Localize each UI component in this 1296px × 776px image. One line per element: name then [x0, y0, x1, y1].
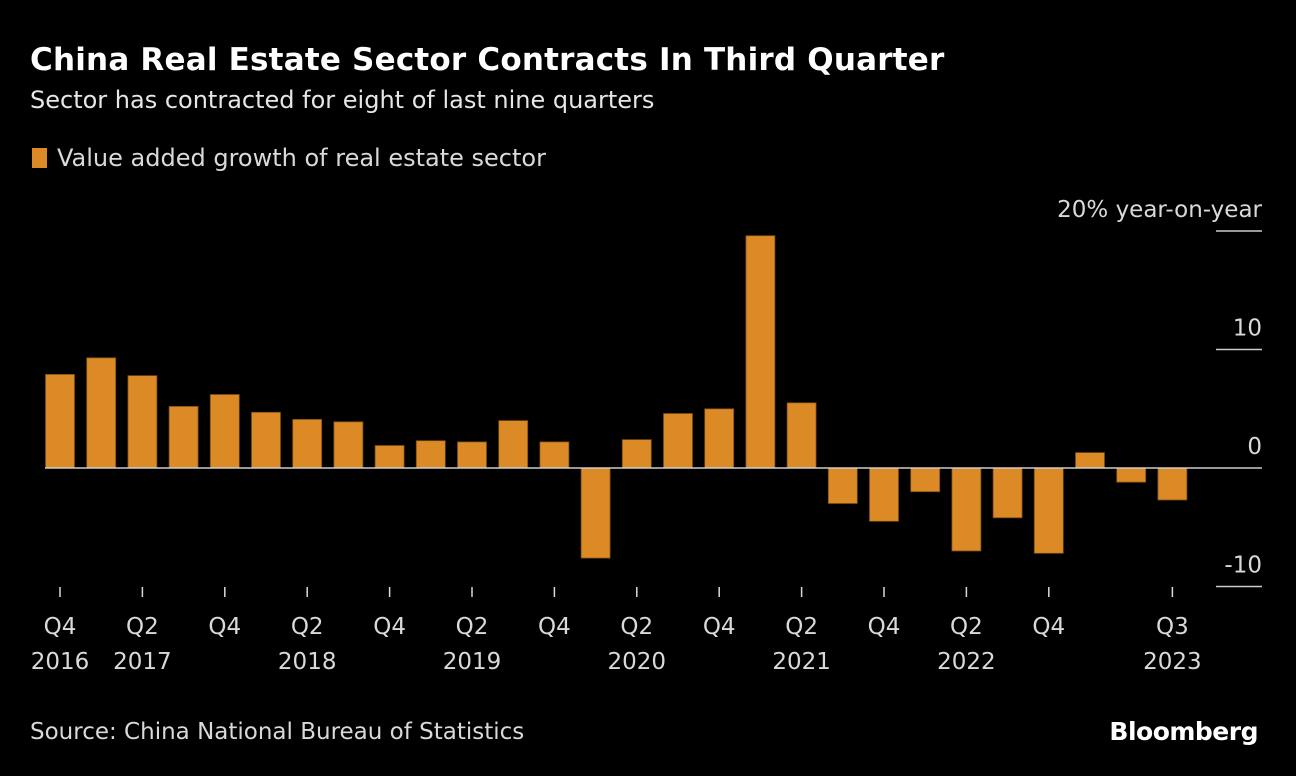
legend: Value added growth of real estate sector [32, 144, 546, 172]
bar-q1-2017 [86, 357, 117, 469]
bar-q4-2016 [45, 373, 75, 469]
bar-q4-2019 [539, 441, 570, 469]
bar-q4-2021 [869, 467, 899, 522]
x-tick-quarter: Q4 [538, 614, 571, 640]
x-tick-quarter: Q2 [456, 614, 489, 640]
x-tick-year: 2023 [1143, 649, 1202, 675]
x-tick-year: 2016 [31, 649, 90, 675]
bar-q3-2017 [168, 405, 199, 469]
bar-q3-2021 [827, 467, 858, 504]
bar-q2-2017 [127, 375, 158, 469]
x-tick-year: 2017 [113, 649, 172, 675]
x-tick-year: 2018 [278, 649, 337, 675]
x-tick-year: 2021 [772, 649, 831, 675]
x-tick-quarter: Q2 [126, 614, 159, 640]
bar-q2-2022 [951, 467, 982, 552]
x-tick-quarter: Q2 [785, 614, 818, 640]
bar-q2-2020 [621, 439, 652, 469]
bar-q4-2020 [704, 408, 735, 469]
bar-q2-2023 [1116, 467, 1147, 483]
x-tick-quarter: Q4 [1032, 614, 1065, 640]
x-tick-quarter: Q4 [208, 614, 241, 640]
bar-q4-2018 [374, 445, 405, 469]
bars-group [45, 235, 1188, 559]
bar-q1-2018 [251, 411, 281, 469]
bar-q1-2022 [910, 467, 941, 493]
bar-q3-2018 [333, 421, 364, 469]
x-axis: Q4 2016 Q2 2017 Q4 Q2 2018 Q4 Q2 2019 Q4 Q2 2020 Q4 Q2… [31, 587, 1202, 675]
bar-q2-2019 [457, 441, 487, 469]
chart-title: China Real Estate Sector Contracts In Th… [30, 42, 945, 78]
x-tick-quarter: Q2 [620, 614, 653, 640]
source-note: Source: China National Bureau of Statist… [30, 719, 525, 745]
y-tick-label: 0 [1247, 434, 1262, 460]
legend-swatch [32, 148, 47, 168]
x-tick-quarter: Q2 [950, 614, 983, 640]
bar-q3-2019 [498, 420, 529, 469]
x-tick-quarter: Q4 [373, 614, 406, 640]
bar-q3-2020 [663, 413, 693, 469]
x-tick-quarter: Q4 [44, 614, 77, 640]
y-axis: 20% year-on-year 10 0 -10 [45, 197, 1263, 588]
x-tick-quarter: Q4 [868, 614, 901, 640]
x-tick-quarter: Q2 [291, 614, 324, 640]
x-tick-year: 2022 [937, 649, 996, 675]
x-tick-quarter: Q3 [1156, 614, 1189, 640]
y-tick-label: -10 [1224, 553, 1262, 579]
bar-q1-2019 [415, 440, 446, 469]
y-tick-label: 20% year-on-year [1057, 197, 1262, 223]
y-tick-label: 10 [1233, 316, 1262, 342]
x-tick-quarter: Q4 [703, 614, 736, 640]
legend-label: Value added growth of real estate sector [57, 144, 546, 172]
chart-subtitle: Sector has contracted for eight of last … [30, 86, 655, 114]
bar-q4-2022 [1033, 467, 1064, 554]
bar-q4-2017 [209, 394, 240, 469]
bar-q1-2021 [745, 235, 776, 469]
bar-q3-2022 [992, 467, 1023, 519]
bar-q1-2020 [580, 467, 611, 559]
x-tick-year: 2019 [443, 649, 502, 675]
x-tick-year: 2020 [608, 649, 667, 675]
bar-q3-2023 [1157, 467, 1188, 501]
bloomberg-logo: Bloomberg [1109, 717, 1258, 746]
bar-q2-2021 [786, 402, 817, 469]
bar-q1-2023 [1075, 452, 1105, 469]
bar-q2-2018 [292, 418, 323, 469]
